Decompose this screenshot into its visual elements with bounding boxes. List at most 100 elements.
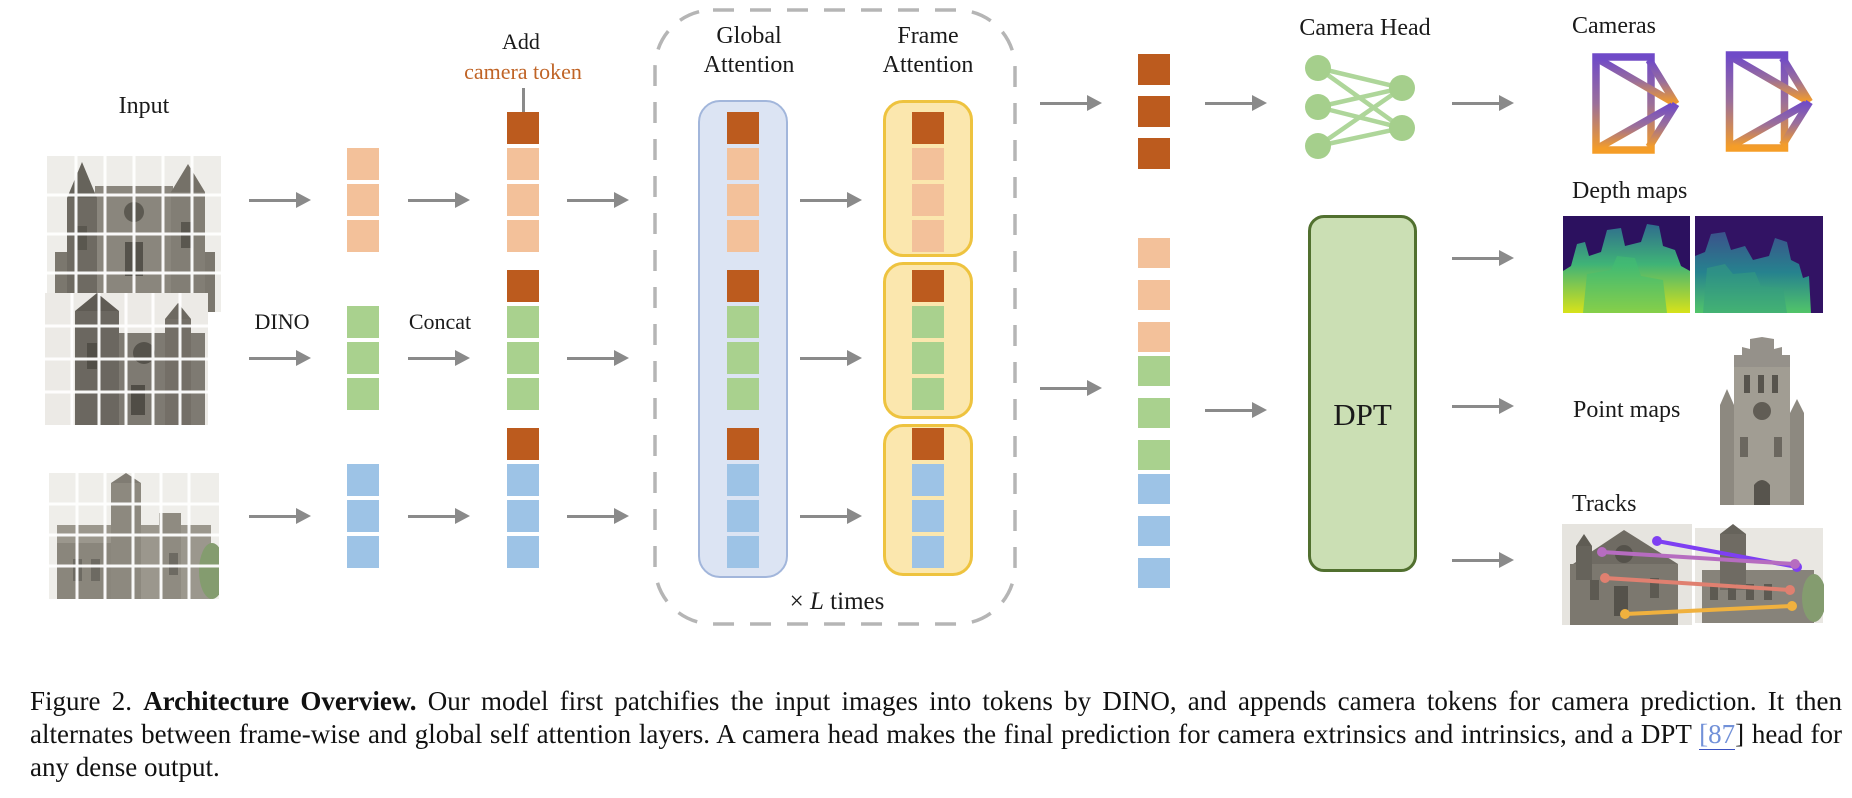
token-frame3 — [727, 464, 759, 496]
concat-label: Concat — [408, 309, 472, 334]
token-frame3 — [507, 500, 539, 532]
token-camera — [1138, 138, 1170, 169]
token-frame2 — [1138, 356, 1170, 386]
arrow-right — [567, 350, 629, 366]
token-frame1 — [727, 148, 759, 180]
patch-grid-2 — [45, 293, 208, 425]
token-frame2 — [912, 378, 944, 410]
depth-maps-label: Depth maps — [1572, 178, 1688, 204]
arrow-right — [567, 192, 629, 208]
output-patch-tokens-frame3 — [1138, 474, 1170, 588]
arrow-right — [1452, 95, 1514, 111]
token-frame3 — [727, 536, 759, 568]
token-frame1 — [507, 148, 539, 180]
token-camera — [1138, 96, 1170, 127]
caption-text-2: head for any dense output. — [30, 719, 1842, 782]
arrow-right — [408, 508, 470, 524]
token-frame2 — [727, 378, 759, 410]
frame-attention-tokens-frame1 — [912, 112, 944, 252]
token-frame2 — [347, 306, 379, 338]
arrow-right — [1205, 402, 1267, 418]
arrow-right — [1452, 398, 1514, 414]
citation-close-bracket: ] — [1735, 719, 1745, 749]
token-frame1 — [347, 220, 379, 252]
token-frame2 — [727, 306, 759, 338]
caption-title: Architecture Overview. — [143, 686, 417, 716]
arrow-right — [1205, 95, 1267, 111]
cameras-label: Cameras — [1572, 13, 1656, 39]
arrow-right — [249, 192, 311, 208]
mlp-icon — [1305, 55, 1415, 159]
arrow-right — [408, 350, 470, 366]
frame-attention-label: Frame Attention — [882, 23, 974, 78]
frame-attention-tokens-frame3 — [912, 428, 944, 568]
concat-tokens-frame2 — [507, 270, 539, 410]
arrow-right — [249, 508, 311, 524]
dino-tokens-frame2 — [347, 306, 379, 410]
citation-link-87[interactable]: [87 — [1699, 719, 1736, 750]
token-frame2 — [912, 306, 944, 338]
token-camera — [727, 270, 759, 302]
arrow-right — [1452, 250, 1514, 266]
dpt-label: DPT — [1333, 397, 1392, 432]
add-camera-token-label-line2: camera token — [464, 59, 582, 84]
token-frame3 — [507, 464, 539, 496]
depth-map-image-2 — [1695, 216, 1823, 313]
tracks-image-pair — [1562, 524, 1824, 625]
token-frame3 — [1138, 516, 1170, 546]
depth-map-image-1 — [1563, 216, 1690, 313]
token-frame1 — [347, 148, 379, 180]
input-image-3 — [49, 473, 219, 599]
tracks-photo-2 — [1695, 524, 1824, 623]
camera-frustum-icon-1 — [1592, 53, 1680, 154]
token-frame1 — [507, 220, 539, 252]
camera-head-label: Camera Head — [1299, 15, 1431, 41]
token-frame1 — [727, 220, 759, 252]
token-frame1 — [912, 184, 944, 216]
figure-caption: Figure 2. Architecture Overview. Our mod… — [30, 685, 1842, 784]
token-camera — [507, 428, 539, 460]
arrow-right — [567, 508, 629, 524]
dino-tokens-frame1 — [347, 148, 379, 252]
token-frame3 — [912, 536, 944, 568]
arrow-right — [1040, 380, 1102, 396]
token-frame2 — [347, 342, 379, 374]
patch-grid-1 — [47, 156, 221, 312]
token-frame1 — [1138, 322, 1170, 352]
arrow-right — [1040, 95, 1102, 111]
arrow-right — [408, 192, 470, 208]
token-frame1 — [912, 220, 944, 252]
token-frame1 — [727, 184, 759, 216]
token-frame2 — [1138, 398, 1170, 428]
dpt-box — [1308, 215, 1417, 572]
token-frame2 — [347, 378, 379, 410]
arrow-right — [800, 508, 862, 524]
token-frame3 — [347, 536, 379, 568]
arrow-right — [800, 350, 862, 366]
token-frame3 — [507, 536, 539, 568]
camera-frustum-icon-2 — [1725, 51, 1813, 152]
arrow-right — [249, 350, 311, 366]
token-frame3 — [912, 500, 944, 532]
token-frame2 — [1138, 440, 1170, 470]
global-attention-tokens-frame2 — [727, 270, 759, 410]
global-attention-tokens-frame3 — [727, 428, 759, 568]
concat-tokens-frame3 — [507, 428, 539, 568]
add-camera-token-label-line1: Add — [502, 29, 540, 54]
patch-grid-3 — [49, 473, 219, 599]
token-frame2 — [507, 342, 539, 374]
token-camera — [1138, 54, 1170, 85]
arrow-right — [1452, 552, 1514, 568]
token-frame3 — [1138, 474, 1170, 504]
loop-times-label: × L times — [789, 588, 885, 615]
token-frame3 — [912, 464, 944, 496]
concat-tokens-frame1 — [507, 112, 539, 252]
token-camera — [912, 270, 944, 302]
token-camera — [507, 112, 539, 144]
input-image-2 — [45, 293, 208, 425]
frame-attention-tokens-frame2 — [912, 270, 944, 410]
output-patch-tokens-frame2 — [1138, 356, 1170, 470]
token-frame1 — [347, 184, 379, 216]
token-frame3 — [347, 500, 379, 532]
